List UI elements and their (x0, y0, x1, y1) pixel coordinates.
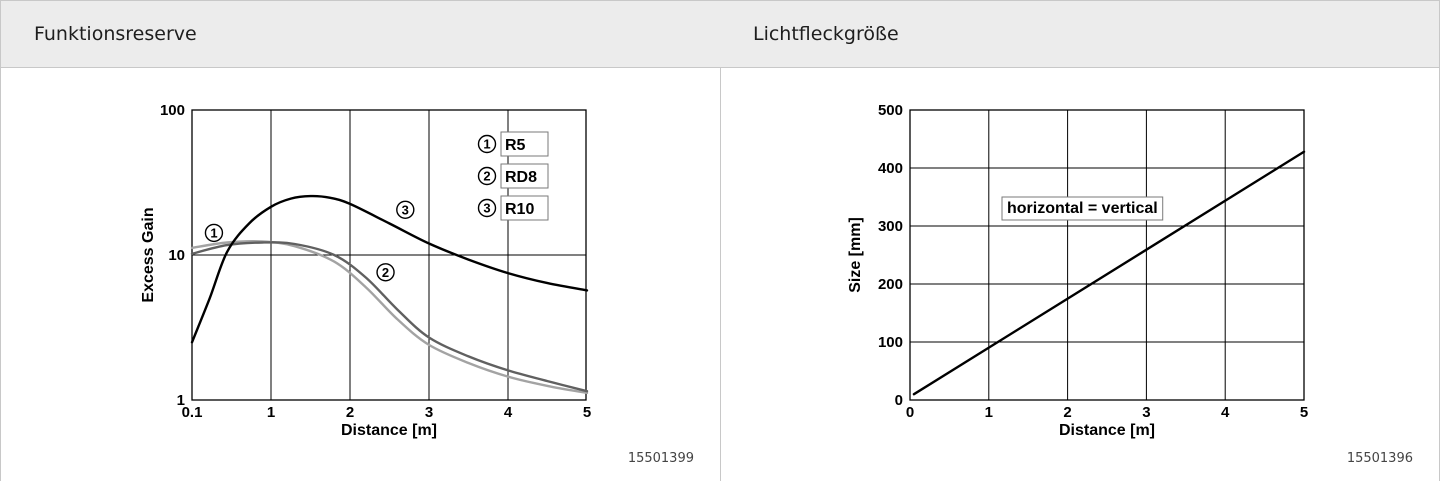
x-tick-label: 0.1 (182, 404, 203, 421)
series-label-r5-circle (204, 223, 224, 243)
x-tick-label: 1 (267, 404, 275, 421)
plot-frame (909, 109, 1305, 401)
panel-lichtfleckgroesse: Lichtfleckgröße 0 1 2 3 4 5 0 100 200 300 400 500 Di… (720, 0, 1440, 481)
y-tick-label: 200 (878, 276, 903, 293)
spot-size-chart: 0 1 2 3 4 5 0 100 200 300 400 500 Distance [m] Size [… (720, 68, 1440, 481)
x-tick-label: 4 (1221, 404, 1230, 421)
x-tick-label: 2 (1063, 404, 1071, 421)
legend-marker-circle (477, 198, 497, 218)
panel-header: Lichtfleckgröße (720, 0, 1439, 68)
panel-title: Lichtfleckgröße (753, 23, 899, 45)
excess-gain-chart: 0.1 1 2 3 4 5 1 10 100 Distance [m] Excess Gain 1 2 3… (1, 68, 721, 481)
y-tick-label: 1 (177, 392, 185, 409)
legend-marker-circle (477, 134, 497, 154)
legend-box (500, 195, 549, 221)
panel-header: Funktionsreserve (1, 0, 720, 68)
legend-box (500, 163, 549, 189)
y-tick-label: 400 (878, 160, 903, 177)
figure-id: 15501396 (1347, 451, 1413, 466)
x-tick-label: 0 (906, 404, 914, 421)
series-line-r5 (190, 240, 589, 395)
y-axis-title: Excess Gain (140, 207, 157, 302)
y-tick-label: 100 (160, 102, 185, 119)
spot-size-chart-svg: 0 1 2 3 4 5 0 100 200 300 400 500 Distance [m] Size [… (847, 102, 1413, 466)
figure-id: 15501399 (628, 451, 694, 466)
series-line-spot-size (912, 150, 1306, 396)
series-label-r5-number: 1 (210, 225, 217, 240)
legend-label: R5 (505, 137, 526, 154)
x-axis-title: Distance [m] (1059, 422, 1155, 439)
y-tick-label: 100 (878, 334, 903, 351)
x-axis-title: Distance [m] (341, 422, 437, 439)
series-label-rd8-number: 2 (382, 265, 389, 280)
legend-label: RD8 (505, 169, 537, 186)
legend-marker-circle (477, 166, 497, 186)
legend-box (500, 131, 549, 157)
legend-marker-number: 3 (483, 201, 490, 216)
y-axis-title: Size [mm] (847, 217, 864, 293)
x-tick-label: 4 (504, 404, 513, 421)
legend-marker-number: 2 (483, 169, 490, 184)
x-tick-label: 2 (346, 404, 354, 421)
panel-funktionsreserve: Funktionsreserve 0.1 1 2 3 4 5 1 10 100 Distance … (0, 0, 721, 481)
panel-title: Funktionsreserve (34, 23, 197, 45)
y-tick-label: 500 (878, 102, 903, 119)
y-tick-label: 10 (168, 247, 185, 264)
legend-label: R10 (505, 201, 534, 218)
x-tick-label: 5 (1300, 404, 1308, 421)
x-tick-label: 5 (583, 404, 591, 421)
x-tick-label: 3 (1142, 404, 1150, 421)
annotation-box (1001, 196, 1164, 221)
legend-marker-number: 1 (483, 137, 490, 152)
series-label-rd8-circle (376, 263, 395, 282)
y-tick-label: 300 (878, 218, 903, 235)
x-tick-label: 1 (985, 404, 993, 421)
series-line-r10 (190, 194, 589, 344)
series-label-r10-number: 3 (402, 202, 409, 217)
series-label-r10-circle (396, 200, 415, 219)
y-tick-label: 0 (895, 392, 903, 409)
series-line-rd8 (190, 241, 589, 393)
annotation-label: horizontal = vertical (1007, 200, 1158, 217)
x-tick-label: 3 (425, 404, 433, 421)
